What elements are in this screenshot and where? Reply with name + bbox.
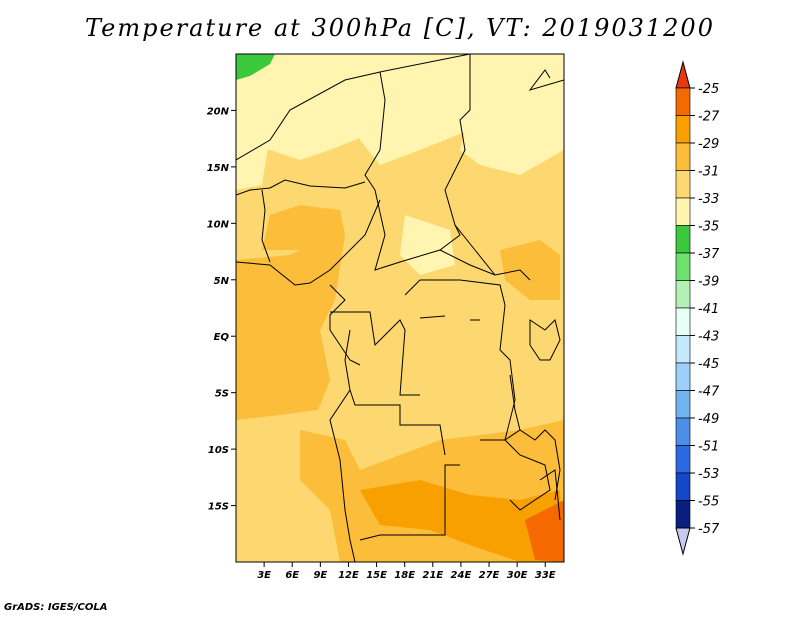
- colorbar-label: -55: [698, 495, 719, 510]
- colorbar-swatch: [675, 225, 691, 254]
- field-warm-west: [236, 235, 345, 420]
- lat-tick-label: 15S: [208, 502, 229, 513]
- colorbar-label: -29: [698, 137, 719, 152]
- longitude-axis: 3E 6E 9E 12E 15E 18E 21E 24E 27E 30E 33E: [257, 562, 556, 581]
- field-hot-south: [360, 480, 564, 562]
- colorbar-label: -47: [698, 385, 720, 400]
- field-warm-nigeria: [262, 205, 345, 250]
- lon-tick-label: 12E: [338, 570, 359, 581]
- border-angola-north: [349, 389, 446, 456]
- colorbar-swatch: [675, 87, 691, 116]
- colorbar: -25 -27 -29 -31 -33 -35 -37 -39 -41 -43 -45 -47 -49 -…: [675, 60, 720, 556]
- colorbar-label: -51: [698, 440, 719, 455]
- colorbar-swatch: [675, 115, 691, 144]
- lon-tick-label: 9E: [313, 570, 327, 581]
- temperature-field: [236, 54, 564, 562]
- colorbar-label: -31: [698, 165, 719, 180]
- field-cold-west: [236, 135, 270, 190]
- border-niger-chad: [364, 71, 386, 191]
- field-coldest-corner: [236, 54, 275, 80]
- colorbar-swatch: [675, 307, 691, 336]
- colorbar-label: -25: [698, 82, 719, 97]
- colorbar-swatch: [675, 500, 691, 529]
- colorbar-swatch: [675, 417, 691, 446]
- lon-tick-label: 21E: [422, 570, 443, 581]
- border-chad-sudan: [444, 54, 496, 276]
- latitude-axis: 20N 15N 10N 5N EQ 5S 10S 15S: [207, 106, 236, 513]
- colorbar-label: -39: [698, 275, 719, 290]
- lon-tick-label: 15E: [366, 570, 387, 581]
- field-cold-central: [360, 60, 470, 165]
- lake-malawi: [539, 469, 561, 521]
- colorbar-label: -37: [698, 247, 720, 262]
- colorbar-label: -27: [698, 110, 720, 125]
- colorbar-swatch: [675, 335, 691, 364]
- colorbar-label: -57: [698, 522, 720, 537]
- colorbar-swatch: [675, 362, 691, 391]
- colorbar-label: -43: [698, 330, 719, 345]
- colorbar-bottom-arrow: [675, 527, 691, 556]
- lat-tick-label: 10N: [207, 219, 230, 230]
- border-drc-east: [404, 279, 516, 441]
- map-frame: [235, 53, 565, 563]
- colorbar-swatch: [675, 280, 691, 309]
- colorbar-label: -53: [698, 467, 719, 482]
- field-warm-east: [500, 240, 560, 300]
- border-angola-south: [359, 464, 460, 541]
- coast-gulf-guinea: [236, 199, 381, 286]
- lat-tick-label: 5S: [215, 389, 229, 400]
- colorbar-swatch: [675, 170, 691, 199]
- lat-tick-label: 10S: [208, 445, 229, 456]
- lon-tick-label: 27E: [479, 570, 500, 581]
- border-gabon: [329, 284, 361, 366]
- colorbar-label: -35: [698, 220, 719, 235]
- lake-victoria: [529, 319, 561, 361]
- lon-tick-label: 33E: [535, 570, 556, 581]
- chart-title: Temperature at 300hPa [C], VT: 201903120…: [85, 14, 715, 42]
- colorbar-label: -33: [698, 192, 719, 207]
- political-boundaries: [236, 54, 564, 562]
- coast-atlantic-south: [329, 329, 356, 562]
- lon-tick-label: 18E: [394, 570, 415, 581]
- coast-red-sea: [528, 69, 564, 91]
- border-cameroon-car: [374, 189, 461, 271]
- colorbar-label: -41: [698, 302, 719, 317]
- lat-tick-label: 5N: [214, 276, 230, 287]
- lake-tanganyika: [509, 374, 521, 431]
- lon-tick-label: 24E: [451, 570, 472, 581]
- colorbar-swatch: [675, 445, 691, 474]
- field-cold-northeast: [460, 54, 564, 175]
- grads-credit: GrADS: IGES/COLA: [4, 602, 108, 613]
- colorbar-swatch: [675, 390, 691, 419]
- colorbar-top-arrow: [675, 60, 691, 89]
- colorbar-label: -45: [698, 357, 719, 372]
- lon-tick-label: 3E: [257, 570, 271, 581]
- colorbar-swatch: [675, 197, 691, 226]
- lat-tick-label: 15N: [207, 163, 230, 174]
- lat-tick-label: 20N: [207, 106, 230, 117]
- border-benin: [261, 189, 271, 263]
- lon-tick-label: 30E: [507, 570, 528, 581]
- colorbar-swatch: [675, 252, 691, 281]
- lon-tick-label: 6E: [285, 570, 299, 581]
- lat-tick-label: EQ: [214, 332, 230, 343]
- border-car-sudan: [439, 249, 531, 281]
- field-cold-patch: [400, 215, 455, 275]
- border-niger-nigeria: [236, 179, 366, 196]
- rivers-congo: [419, 315, 480, 321]
- field-hotter-southeast: [525, 500, 564, 562]
- colorbar-swatch: [675, 142, 691, 171]
- colorbar-swatch: [675, 472, 691, 501]
- border-algeria-mali: [236, 54, 471, 161]
- border-congo: [330, 311, 420, 396]
- colorbar-label: -49: [698, 412, 719, 427]
